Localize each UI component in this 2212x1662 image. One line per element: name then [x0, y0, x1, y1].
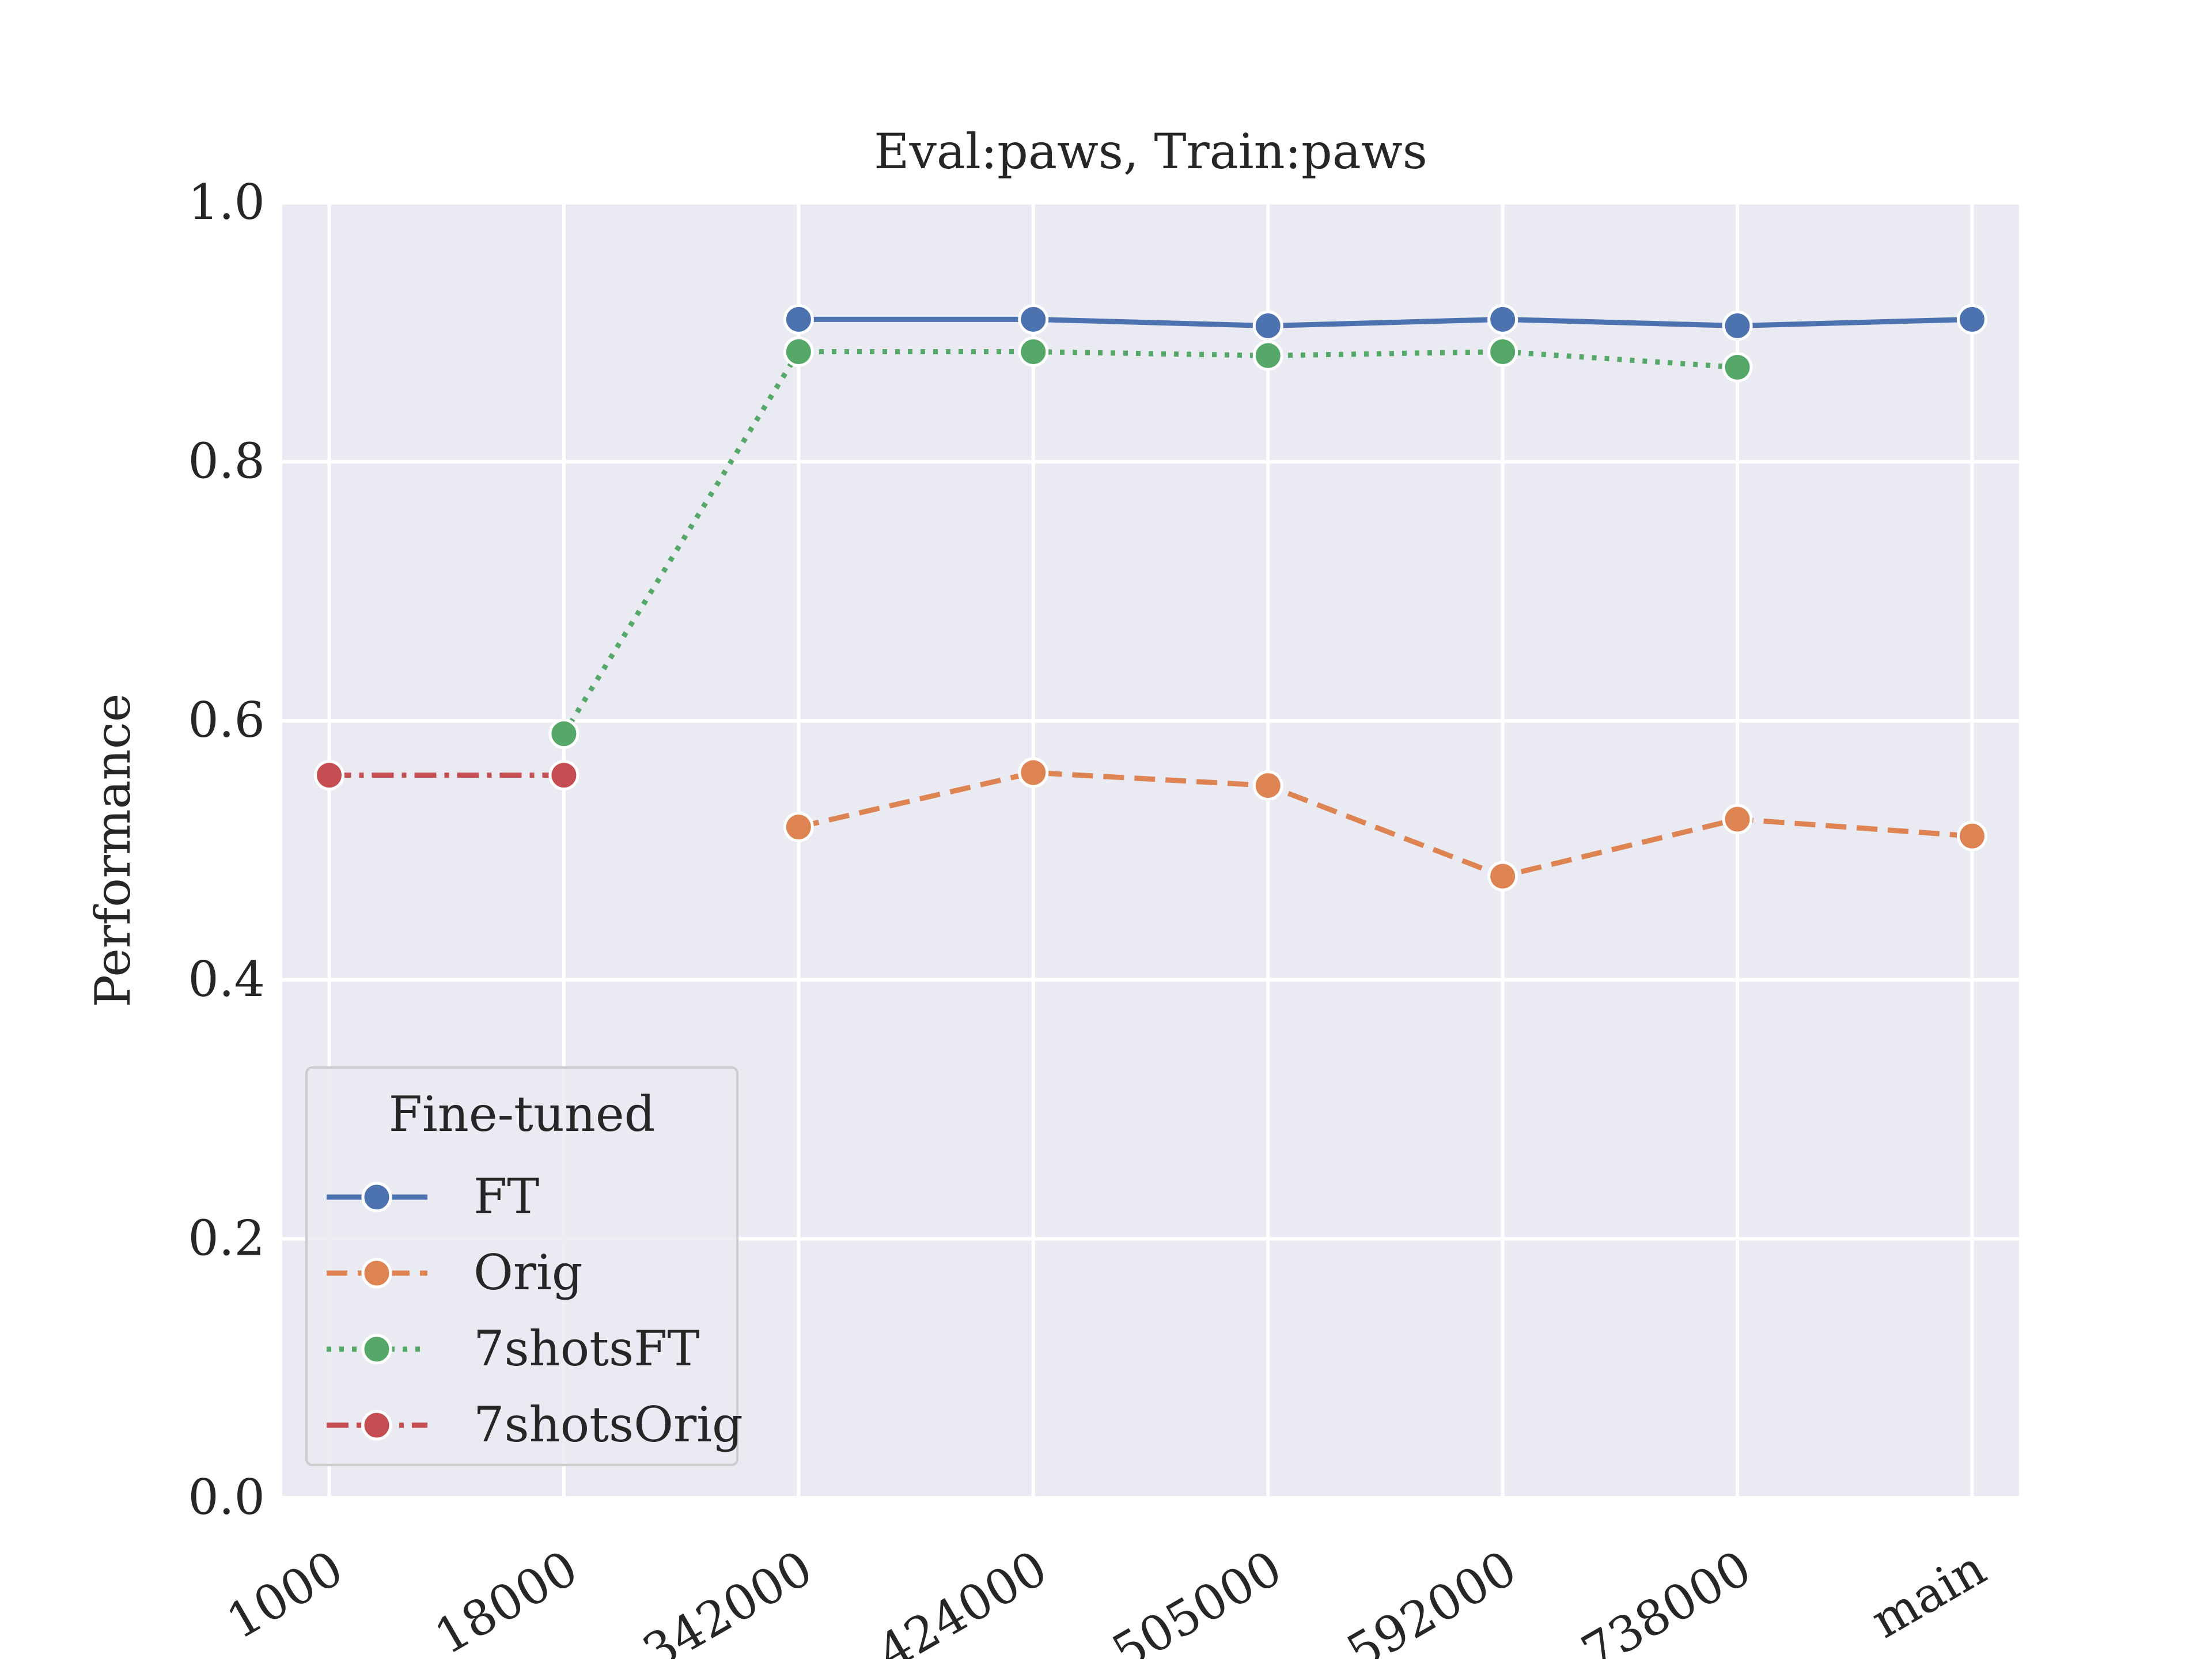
data-point: [1957, 304, 1988, 335]
data-point: [1487, 861, 1518, 892]
y-tick-label: 1.0: [188, 174, 265, 230]
series-lines: [313, 304, 1988, 892]
legend: Fine-tuned FT Orig 7shotsFT 7shotsOrig: [305, 1066, 743, 1466]
y-tick-label: 0.6: [188, 692, 265, 748]
x-tick-label: 424000: [868, 1539, 1056, 1659]
series-Orig: [783, 757, 1988, 892]
data-point: [548, 718, 579, 749]
data-point: [1252, 770, 1283, 801]
legend-title: Fine-tuned: [389, 1086, 656, 1142]
data-point: [313, 760, 344, 791]
x-tick-label: 1000: [217, 1539, 352, 1650]
legend-label: Orig: [474, 1244, 583, 1301]
data-point: [1018, 304, 1049, 335]
data-point: [548, 760, 579, 791]
data-point: [1487, 304, 1518, 335]
data-point: [1252, 311, 1283, 342]
data-point: [1018, 757, 1049, 788]
data-point: [1722, 351, 1753, 383]
data-point: [1722, 311, 1753, 342]
series-line: [798, 316, 1972, 329]
series-FT: [783, 304, 1988, 342]
legend-marker: [361, 1182, 392, 1213]
x-tick-label: main: [1862, 1539, 1995, 1649]
y-tick-label: 0.8: [188, 433, 265, 490]
legend-marker: [361, 1258, 392, 1289]
series-line: [562, 349, 1738, 736]
legend-label: 7shotsFT: [474, 1320, 699, 1377]
grid: [282, 201, 2019, 1500]
series-7shotsOrig: [313, 760, 579, 791]
x-tick-label: 592000: [1338, 1539, 1526, 1659]
y-tick-label: 0.0: [188, 1469, 265, 1525]
data-point: [783, 304, 814, 335]
data-point: [783, 336, 814, 368]
y-tick-label: 0.2: [188, 1210, 265, 1266]
y-tick-label: 0.4: [188, 951, 265, 1008]
legend-label: 7shotsOrig: [474, 1396, 743, 1453]
series-7shotsFT: [548, 336, 1753, 749]
x-tick-label: 505000: [1103, 1539, 1291, 1659]
data-point: [783, 812, 814, 843]
legend-box: [305, 1066, 738, 1466]
x-tick-label: 342000: [634, 1539, 822, 1659]
data-point: [1722, 804, 1753, 835]
x-tick-label: 18000: [426, 1539, 587, 1659]
data-point: [1957, 820, 1988, 851]
x-tick-label: 738000: [1572, 1539, 1760, 1659]
y-axis-label: Performance: [85, 693, 141, 1007]
legend-label: FT: [474, 1168, 539, 1225]
legend-marker: [361, 1410, 392, 1441]
data-point: [1487, 336, 1518, 368]
series-line: [798, 770, 1972, 879]
data-point: [1018, 336, 1049, 368]
data-point: [1252, 340, 1283, 371]
legend-marker: [361, 1334, 392, 1365]
chart-title: Eval:paws, Train:paws: [874, 123, 1427, 180]
